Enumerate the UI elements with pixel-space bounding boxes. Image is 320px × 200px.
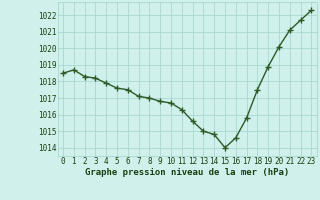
X-axis label: Graphe pression niveau de la mer (hPa): Graphe pression niveau de la mer (hPa) xyxy=(85,168,289,177)
